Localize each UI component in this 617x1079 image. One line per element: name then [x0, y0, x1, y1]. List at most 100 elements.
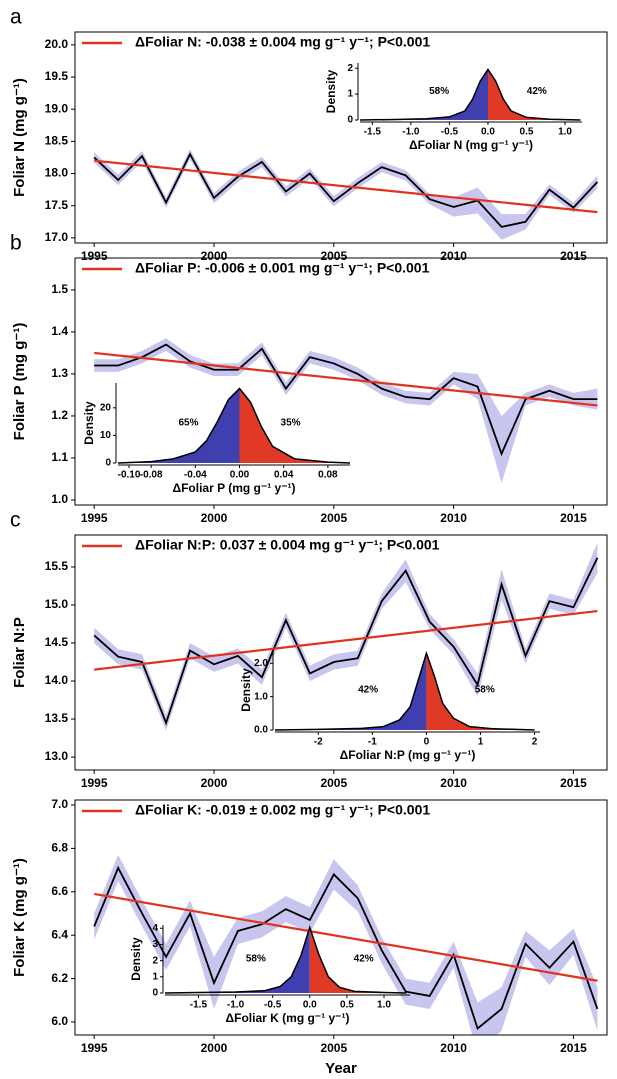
inset-x-tick-label: 2	[532, 737, 538, 748]
y-tick-label: 6.2	[51, 971, 68, 985]
plot-frame	[74, 534, 608, 771]
y-tick-label: 7.0	[51, 797, 68, 811]
plot-area	[93, 149, 599, 240]
data-line	[93, 152, 599, 228]
inset-x-tick-label: -1.0	[227, 1000, 245, 1011]
inset: -1.5 -1.0 -0.5 0.0 0.5 1.0 0 1 2 3 4 Density ΔFoliar…	[129, 923, 410, 1025]
inset-x-tick-label: 1.0	[377, 1000, 391, 1011]
x-tick-label: 1995	[81, 1041, 108, 1055]
inset-y-tick-label: 2.0	[254, 658, 268, 669]
share-label: 42%	[527, 86, 547, 97]
y-tick-label: 13.0	[45, 749, 69, 763]
confidence-band	[94, 854, 598, 1035]
inset-x-label: ΔFoliar P (mg g⁻¹ y⁻¹)	[172, 481, 295, 495]
legend-label: ΔFoliar P: -0.006 ± 0.001 mg g⁻¹ y⁻¹; P<…	[135, 260, 430, 276]
inset-x-tick-label: 0.5	[520, 127, 534, 138]
plot-area	[94, 338, 598, 484]
density-line	[274, 650, 535, 731]
inset-x-tick-label: -1.5	[190, 1000, 208, 1011]
density-area	[275, 653, 427, 730]
y-tick-label: 18.0	[45, 166, 69, 180]
trend-line	[94, 609, 598, 671]
y-axis-label: Foliar K (mg g⁻¹)	[11, 858, 28, 977]
y-tick-label: 15.5	[45, 559, 69, 573]
y-tick-label: 6.6	[51, 884, 68, 898]
trend-line	[93, 892, 598, 982]
inset-x-tick-label: -0.08	[140, 470, 163, 481]
density-area	[309, 927, 407, 993]
inset-x-tick-label: -0.5	[441, 127, 459, 138]
share-label: 65%	[178, 418, 198, 429]
inset-x-tick-label: 0.0	[303, 1000, 317, 1011]
inset-x-tick-label: 0	[424, 737, 430, 748]
y-tick-label: 1.0	[51, 492, 68, 506]
legend-label: ΔFoliar N:P: 0.037 ± 0.004 mg g⁻¹ y⁻¹; P…	[135, 537, 440, 553]
inset: -1.5 -1.0 -0.5 0.0 0.5 1.0 0 1 2 Density ΔFoliar N…	[324, 63, 582, 152]
inset-y-tick-label: 0.0	[254, 725, 268, 736]
inset-y-label: Density	[239, 668, 253, 712]
x-tick-label: 2005	[320, 776, 347, 790]
x-tick-label: 2015	[560, 249, 587, 263]
inset-x-tick-label: -2	[314, 737, 323, 748]
x-tick-label: 2015	[560, 776, 587, 790]
y-tick-label: 1.5	[51, 282, 68, 296]
inset-y-tick-label: 2	[152, 955, 158, 966]
y-tick-label: 17.5	[45, 198, 69, 212]
plot-frame	[74, 257, 608, 506]
inset-x-tick-label: 1	[478, 737, 484, 748]
confidence-band	[94, 542, 598, 731]
x-tick-label: 1995	[81, 249, 108, 263]
legend-label: ΔFoliar K: -0.019 ± 0.002 mg g⁻¹ y⁻¹; P<…	[135, 802, 430, 818]
density-line	[359, 68, 581, 121]
inset-x-tick-label: 0.0	[481, 127, 495, 138]
data-line	[93, 865, 599, 1031]
y-axis-label: Foliar N (mg g⁻¹)	[11, 78, 28, 197]
density-area	[487, 69, 581, 120]
inset-y-tick-label: 1.0	[254, 691, 268, 702]
panel-label: c	[10, 509, 21, 532]
density-area	[239, 388, 350, 463]
plot-area	[93, 854, 599, 1035]
panel-label: b	[10, 232, 22, 255]
inset-y-tick-label: 2	[347, 63, 353, 74]
data-line	[94, 343, 598, 457]
x-tick-label: 2005	[320, 1041, 347, 1055]
share-label: 58%	[246, 954, 266, 965]
y-tick-label: 17.0	[45, 230, 69, 244]
inset-y-tick-label: 0	[152, 988, 158, 999]
x-axis-label: Year	[325, 1060, 357, 1077]
y-tick-label: 14.0	[45, 673, 69, 687]
y-tick-label: 13.5	[45, 711, 69, 725]
inset-x-tick-label: 0.08	[318, 470, 338, 481]
plot-frame	[74, 31, 608, 244]
inset-y-label: Density	[324, 70, 338, 114]
density-area	[360, 69, 488, 120]
y-tick-label: 14.5	[45, 635, 69, 649]
inset-x-tick-label: -1.5	[364, 127, 382, 138]
inset-y-tick-label: 0	[105, 458, 111, 469]
trend-line	[94, 159, 598, 214]
y-tick-label: 1.3	[51, 366, 68, 380]
x-tick-label: 2000	[201, 1041, 228, 1055]
x-tick-label: 2005	[320, 511, 347, 525]
confidence-band	[94, 338, 598, 484]
inset-y-tick-label: 1	[152, 971, 158, 982]
x-tick-label: 1995	[81, 511, 108, 525]
y-tick-label: 6.0	[51, 1014, 68, 1028]
inset: -0.10 -0.08 -0.04 0.00 0.04 0.08 0 10 20 Density Δ…	[82, 383, 351, 495]
y-tick-label: 19.5	[45, 69, 69, 83]
y-tick-label: 18.5	[45, 134, 69, 148]
plot-area	[93, 542, 599, 731]
y-tick-label: 6.4	[51, 927, 68, 941]
inset-x-tick-label: 0.04	[274, 470, 294, 481]
x-tick-label: 2010	[440, 249, 467, 263]
inset-y-tick-label: 0	[347, 115, 353, 126]
x-tick-label: 2015	[560, 1041, 587, 1055]
legend-label: ΔFoliar N: -0.038 ± 0.004 mg g⁻¹ y⁻¹; P<…	[135, 34, 430, 50]
inset-y-tick-label: 3	[152, 939, 158, 950]
y-tick-label: 15.0	[45, 597, 69, 611]
share-label: 35%	[281, 418, 301, 429]
x-tick-label: 2000	[201, 511, 228, 525]
x-tick-label: 2000	[201, 249, 228, 263]
